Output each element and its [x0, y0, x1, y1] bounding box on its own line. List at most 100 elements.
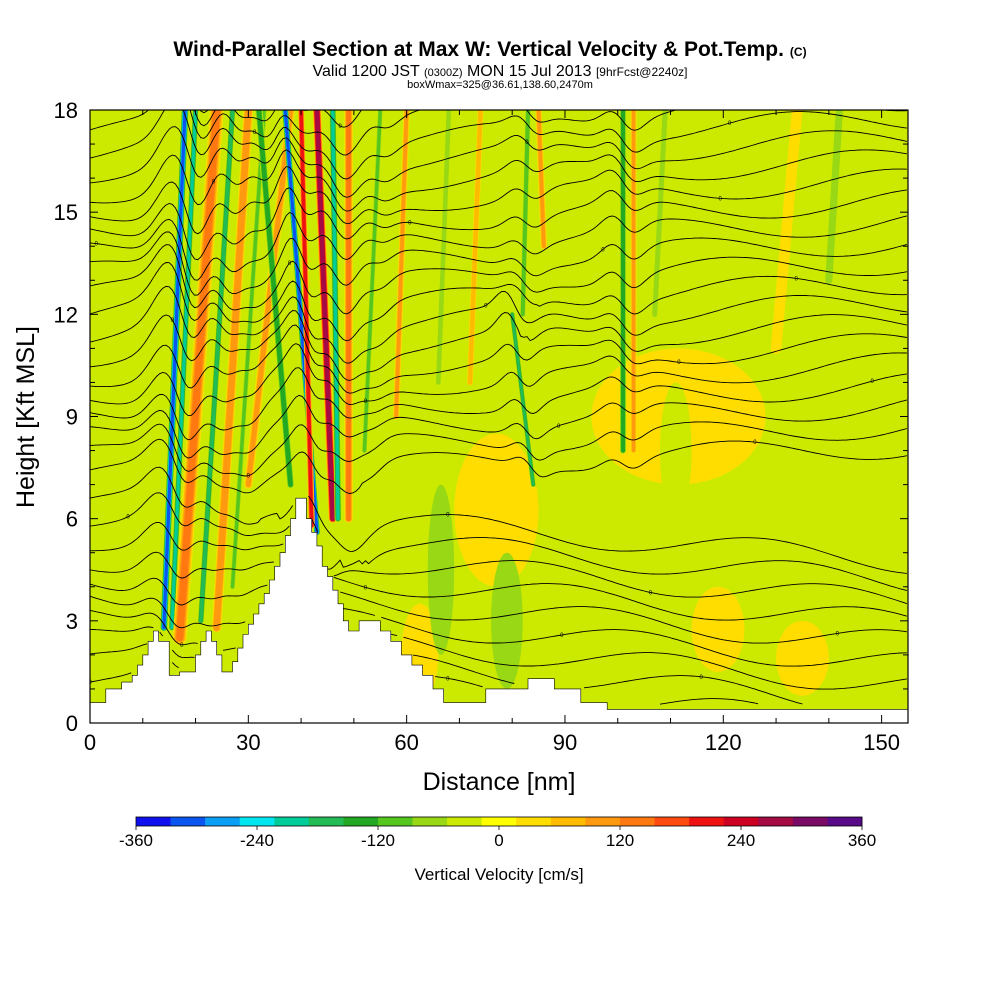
contour-label: 0	[649, 590, 653, 596]
velocity-plume-level	[825, 110, 843, 284]
velocity-plume	[392, 110, 410, 420]
pot-temp-contour	[90, 577, 907, 644]
velocity-plume-level	[331, 110, 340, 521]
velocity-plume-level	[394, 110, 409, 419]
contour-label: 0	[364, 399, 368, 405]
pot-temp-contour	[90, 262, 907, 342]
contour-label: 0	[288, 261, 292, 267]
colorbar-title: Vertical Velocity [cm/s]	[414, 865, 583, 884]
contour-label: 0	[870, 379, 874, 385]
velocity-plume-level	[510, 313, 535, 486]
contour-label: 0	[212, 179, 216, 185]
colorbar-swatch	[792, 817, 828, 826]
velocity-plume-level	[257, 110, 293, 487]
velocity-plume	[434, 110, 453, 386]
velocity-region	[691, 586, 745, 672]
colorbar	[135, 816, 863, 827]
pot-temp-contour	[90, 595, 907, 667]
contour-label: 0	[408, 220, 412, 226]
contour-label: 0	[446, 513, 450, 519]
colorbar-swatch	[412, 817, 448, 826]
velocity-plume	[519, 110, 531, 318]
contour-labels: 0 0 0 0 0 0 0 0 0 0 0 0 0 0 0 0 0 0 0 0 0 0 0 0 0 0 0 0 0	[88, 121, 874, 686]
colorbar-swatch	[239, 817, 275, 826]
y-tick-label: 0	[66, 711, 78, 736]
velocity-plume	[312, 110, 338, 523]
title-mark: (C)	[790, 45, 807, 59]
velocity-plume	[509, 311, 536, 488]
velocity-plume	[168, 110, 199, 631]
y-tick-label: 15	[54, 200, 78, 225]
contour-label: 0	[88, 680, 92, 686]
contour-label: 0	[338, 124, 342, 130]
pot-temp-contour	[90, 438, 907, 494]
velocity-plume	[650, 110, 669, 319]
colorbar-swatch	[723, 817, 759, 826]
velocity-plume-level	[772, 110, 801, 352]
y-axis-label: Height [Kft MSL]	[12, 326, 40, 508]
velocity-plume-level	[521, 110, 530, 316]
velocity-plume-level	[468, 110, 483, 385]
colorbar-swatch	[654, 817, 690, 826]
velocity-plume	[329, 110, 342, 523]
x-axis: 0 30 60 90 120 150	[84, 110, 900, 755]
colorbar-swatch	[550, 817, 586, 826]
colorbar-label: 360	[848, 831, 876, 850]
y-tick-label: 6	[66, 507, 78, 532]
velocity-plume	[255, 110, 295, 489]
pot-temp-contour	[90, 551, 908, 621]
pot-temp-contour	[90, 110, 907, 180]
velocity-plume-level	[435, 110, 452, 385]
contour-label: 0	[718, 196, 722, 202]
pot-temp-contour	[90, 643, 759, 705]
contour-label: 0	[699, 675, 703, 681]
colorbar-swatch	[585, 817, 621, 826]
contour-label: 0	[171, 318, 175, 324]
velocity-plume	[229, 110, 268, 590]
contour-label: 0	[794, 276, 798, 282]
colorbar-swatch	[481, 817, 517, 826]
colorbar-swatch	[170, 817, 206, 826]
x-axis-label: Distance [nm]	[423, 768, 576, 796]
velocity-region	[454, 433, 539, 587]
colorbar-swatch	[516, 817, 552, 826]
contour-label: 0	[247, 474, 251, 480]
colorbar-swatch	[308, 817, 344, 826]
y-tick-label: 3	[66, 609, 78, 634]
colorbar-swatch	[447, 817, 483, 826]
y-tick-label: 12	[54, 302, 78, 327]
velocity-region	[491, 552, 523, 689]
pot-temp-contour	[90, 626, 803, 705]
colorbar-swatch	[343, 817, 379, 826]
pot-temp-contour	[90, 126, 907, 198]
colorbar-label: -120	[361, 831, 395, 850]
velocity-plume-level	[199, 110, 234, 623]
pot-temp-contour	[90, 110, 907, 156]
colorbar-label: -360	[119, 831, 153, 850]
contour-label: 0	[836, 631, 840, 637]
colorbar-swatch	[620, 817, 655, 826]
colorbar-swatch	[136, 817, 171, 826]
pot-temp-contour	[90, 492, 908, 592]
x-tick-label: 0	[84, 730, 96, 755]
pot-temp-contour	[90, 310, 907, 381]
contour-label: 0	[728, 121, 732, 127]
contour-label: 0	[253, 130, 257, 136]
chart-title: Wind-Parallel Section at Max W: Vertical…	[173, 38, 806, 61]
velocity-plume	[211, 110, 254, 633]
contour-label: 0	[677, 360, 681, 366]
velocity-region	[659, 382, 692, 519]
y-tick-label: 9	[66, 405, 78, 430]
velocity-plume	[467, 110, 484, 386]
contour-label: 0	[753, 440, 757, 446]
y-tick-label: 18	[54, 98, 78, 123]
colorbar-swatch	[274, 817, 310, 826]
pot-temp-contour	[90, 149, 907, 212]
pot-temp-contour	[90, 244, 907, 315]
colorbar-swatch	[827, 817, 863, 826]
velocity-plume-level	[652, 110, 668, 317]
velocity-plume-level	[315, 110, 335, 521]
x-tick-label: 30	[236, 730, 260, 755]
pot-temp-contour	[90, 166, 907, 235]
velocity-plume-level	[299, 110, 314, 527]
